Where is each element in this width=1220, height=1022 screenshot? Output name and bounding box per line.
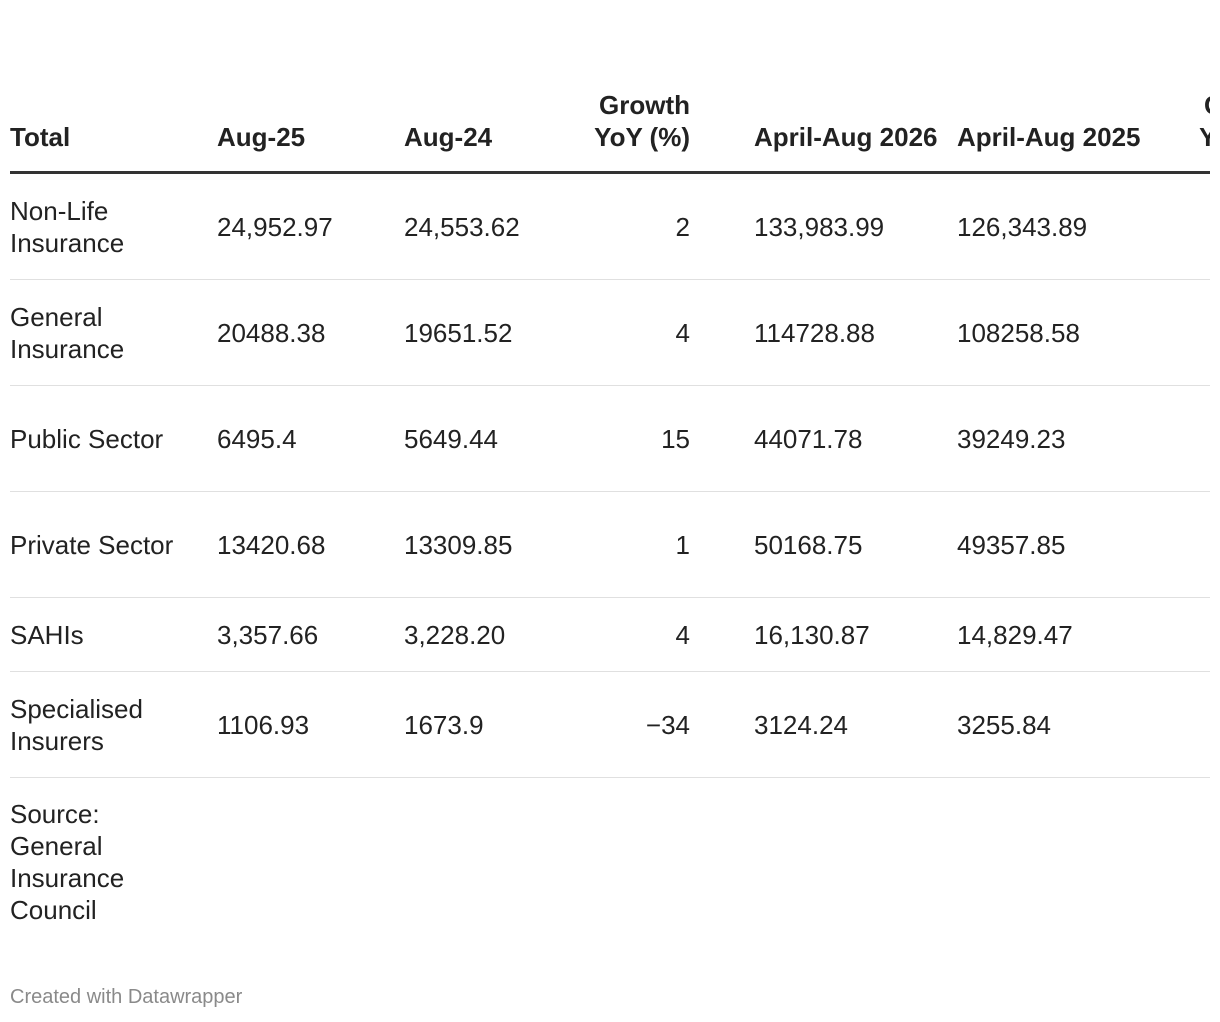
- cell: 14,829.47: [957, 597, 1159, 672]
- cell: 4: [554, 597, 754, 672]
- cell: 15: [554, 385, 754, 492]
- table-row: SAHIs 3,357.66 3,228.20 4 16,130.87 14,829.47: [10, 597, 1210, 672]
- cell: 16,130.87: [754, 597, 957, 672]
- cell: 3255.84: [957, 671, 1159, 778]
- cell: 3124.24: [754, 671, 957, 778]
- cell: 4: [554, 279, 754, 386]
- table-row: Non-Life Insurance 24,952.97 24,553.62 2 133…: [10, 172, 1210, 280]
- cell: 49357.85: [957, 491, 1159, 598]
- row-label: Non-Life Insurance: [10, 172, 217, 280]
- table-body: Non-Life Insurance 24,952.97 24,553.62 2 133…: [10, 172, 1210, 778]
- cell: [1159, 385, 1210, 492]
- cell: 13420.68: [217, 491, 404, 598]
- cell: 1673.9: [404, 671, 554, 778]
- column-header: April-Aug 2026: [754, 0, 957, 174]
- column-header: Aug-24: [404, 0, 554, 174]
- cell: 5649.44: [404, 385, 554, 492]
- cell: 133,983.99: [754, 172, 957, 280]
- cell: 44071.78: [754, 385, 957, 492]
- cell: [1159, 671, 1210, 778]
- cell: 24,553.62: [404, 172, 554, 280]
- column-header: April-Aug 2025: [957, 0, 1159, 174]
- cell: 3,228.20: [404, 597, 554, 672]
- cell: 50168.75: [754, 491, 957, 598]
- cell: 3,357.66: [217, 597, 404, 672]
- cell: 126,343.89: [957, 172, 1159, 280]
- cell: 108258.58: [957, 279, 1159, 386]
- row-label: SAHIs: [10, 597, 217, 672]
- cell: 19651.52: [404, 279, 554, 386]
- cell: −34: [554, 671, 754, 778]
- cell: 114728.88: [754, 279, 957, 386]
- cell: [1159, 279, 1210, 386]
- cell: 24,952.97: [217, 172, 404, 280]
- cell: 20488.38: [217, 279, 404, 386]
- cell: [1159, 172, 1210, 280]
- row-label: Public Sector: [10, 385, 217, 492]
- row-label: Private Sector: [10, 491, 217, 598]
- column-header: Total: [10, 0, 217, 174]
- data-table: Total Aug-25 Aug-24 Growth YoY (%) April-Aug…: [10, 0, 1210, 778]
- row-label: Specialised Insurers: [10, 671, 217, 778]
- source-note: Source: General Insurance Council: [10, 799, 125, 925]
- credit: Created with Datawrapper: [10, 986, 243, 1008]
- cell: 2: [554, 172, 754, 280]
- cell: [1159, 491, 1210, 598]
- cell: 1: [554, 491, 754, 598]
- cell: 13309.85: [404, 491, 554, 598]
- column-header: Growth YoY (%): [554, 0, 754, 174]
- column-header: Growth YoY (%): [1159, 0, 1210, 174]
- row-label: General Insurance: [10, 279, 217, 386]
- cell: 1106.93: [217, 671, 404, 778]
- cell: [1159, 597, 1210, 672]
- table-row: Public Sector 6495.4 5649.44 15 44071.78 3924…: [10, 385, 1210, 492]
- header-row: Total Aug-25 Aug-24 Growth YoY (%) April-Aug…: [10, 0, 1210, 174]
- table-row: Specialised Insurers 1106.93 1673.9 −34 3124…: [10, 671, 1210, 778]
- column-header: Aug-25: [217, 0, 404, 174]
- table-row: Private Sector 13420.68 13309.85 1 50168.75 4…: [10, 491, 1210, 598]
- cell: 39249.23: [957, 385, 1159, 492]
- table-wrap: Total Aug-25 Aug-24 Growth YoY (%) April-Aug…: [10, 0, 1210, 778]
- cell: 6495.4: [217, 385, 404, 492]
- table-row: General Insurance 20488.38 19651.52 4 114728…: [10, 279, 1210, 386]
